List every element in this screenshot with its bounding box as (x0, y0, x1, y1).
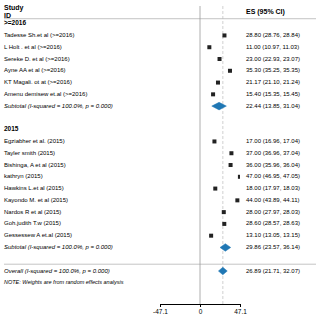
study-point (216, 81, 220, 85)
tick: -47.1 (153, 304, 168, 315)
tick-label: -47.1 (153, 308, 168, 315)
es-label: 37.00 (36.96, 37.04) (246, 150, 300, 156)
diamond (220, 244, 231, 252)
tick-mark (240, 304, 241, 307)
study-point (213, 187, 217, 191)
overall-label: Overall (I-squared = 100.0%, p = 0.000) (4, 268, 110, 274)
study-name: Tadesse Sh.et al (>=2016) (4, 32, 74, 38)
study-name: Nardos R et al (2015) (4, 209, 61, 215)
study-name: L Holt . et al (>=2016) (4, 44, 62, 50)
study-name: Egziabher et al. (2015) (4, 138, 65, 144)
diamond (212, 102, 227, 110)
column-header-line: Study (4, 4, 24, 12)
group-label: >=2016 (4, 19, 26, 26)
tick-label: 47.1 (234, 308, 247, 315)
es-label: 28.80 (28.76, 28.84) (246, 32, 300, 38)
es-label: 17.00 (16.96, 17.04) (246, 138, 300, 144)
study-point (229, 163, 233, 167)
study-name: Kayondo M. et al (2015) (4, 197, 68, 203)
study-point (238, 175, 240, 179)
separators (4, 19, 316, 264)
plot-marks (200, 6, 240, 304)
es-label: 47.00 (46.95, 47.05) (246, 173, 300, 179)
study-name: Ayne AA et al (>=2016) (4, 67, 66, 73)
study-name: Hawkins L.et al (2015) (4, 185, 64, 191)
study-point (218, 57, 222, 61)
es-label: 44.00 (43.89, 44.11) (246, 197, 300, 203)
subtotal-label: Subtotal (I-squared = 100.0%, p = 0.000) (4, 103, 113, 109)
study-point (212, 139, 216, 143)
study-point (229, 151, 233, 155)
study-point (211, 92, 215, 96)
es-label: 15.40 (15.35, 15.45) (246, 91, 300, 97)
reference-line (200, 6, 201, 304)
es-label: 28.00 (27.97, 28.03) (246, 209, 300, 215)
es-label: 26.89 (21.71, 32.07) (246, 268, 300, 274)
study-name: Sereke D. et al (>=2016) (4, 56, 70, 62)
es-label: 36.00 (35.96, 36.04) (246, 162, 300, 168)
diamond (218, 267, 227, 275)
column-header: StudyID (4, 4, 24, 19)
column-header: ES (95% CI) (246, 8, 285, 16)
study-point (228, 69, 232, 73)
subtotal-label: Subtotal (I-squared = 100.0%, p = 0.000) (4, 244, 113, 250)
es-label: 29.86 (23.57, 36.14) (246, 244, 300, 250)
study-name: Amenu demisew et.al (>=2016) (4, 91, 87, 97)
es-label: 28.60 (28.57, 28.63) (246, 220, 300, 226)
study-name: Bishinga, A et al (2015) (4, 162, 66, 168)
overall-line (222, 6, 223, 304)
group-label: 2015 (4, 125, 19, 132)
es-label: 13.10 (13.05, 13.15) (246, 232, 300, 238)
tick-label: 0 (199, 308, 203, 315)
separator (4, 18, 316, 19)
x-axis: -47.1 0 47.1 (153, 304, 247, 315)
study-point (235, 198, 239, 202)
study-name: Tayler smith (2015) (4, 150, 55, 156)
es-label: 23.00 (22.93, 23.07) (246, 56, 300, 62)
texts: StudyID ES (95% CI) >=2016 Tadesse Sh.et al… (4, 4, 300, 286)
study-name: Gessessew A et.al (2015) (4, 232, 72, 238)
column-header-line: ID (4, 12, 11, 19)
study-name: KT Magali. ot at (>=2016) (4, 79, 72, 85)
study-point (222, 222, 226, 226)
es-label: 11.00 (10.97, 11.03) (246, 44, 299, 50)
study-name: Goh.judith T.w (2015) (4, 220, 61, 226)
tick-mark (200, 304, 201, 307)
study-point (207, 45, 211, 49)
study-point (209, 234, 213, 238)
es-label: 22.44 (13.85, 31.04) (246, 103, 300, 109)
tick-mark (160, 304, 161, 307)
tick: 47.1 (234, 304, 247, 315)
es-label: 35.30 (35.25, 35.35) (246, 67, 300, 73)
study-point (222, 33, 226, 37)
note: NOTE: Weights are from random effects an… (4, 279, 124, 285)
es-label: 21.17 (21.10, 21.24) (246, 79, 300, 85)
separator (4, 264, 316, 265)
forest-chart: StudyID ES (95% CI) >=2016 Tadesse Sh.et al… (0, 0, 320, 320)
study-point (222, 210, 226, 214)
study-name: kathryn (2015) (4, 173, 43, 179)
tick: 0 (199, 304, 203, 315)
es-label: 18.00 (17.97, 18.03) (246, 185, 300, 191)
